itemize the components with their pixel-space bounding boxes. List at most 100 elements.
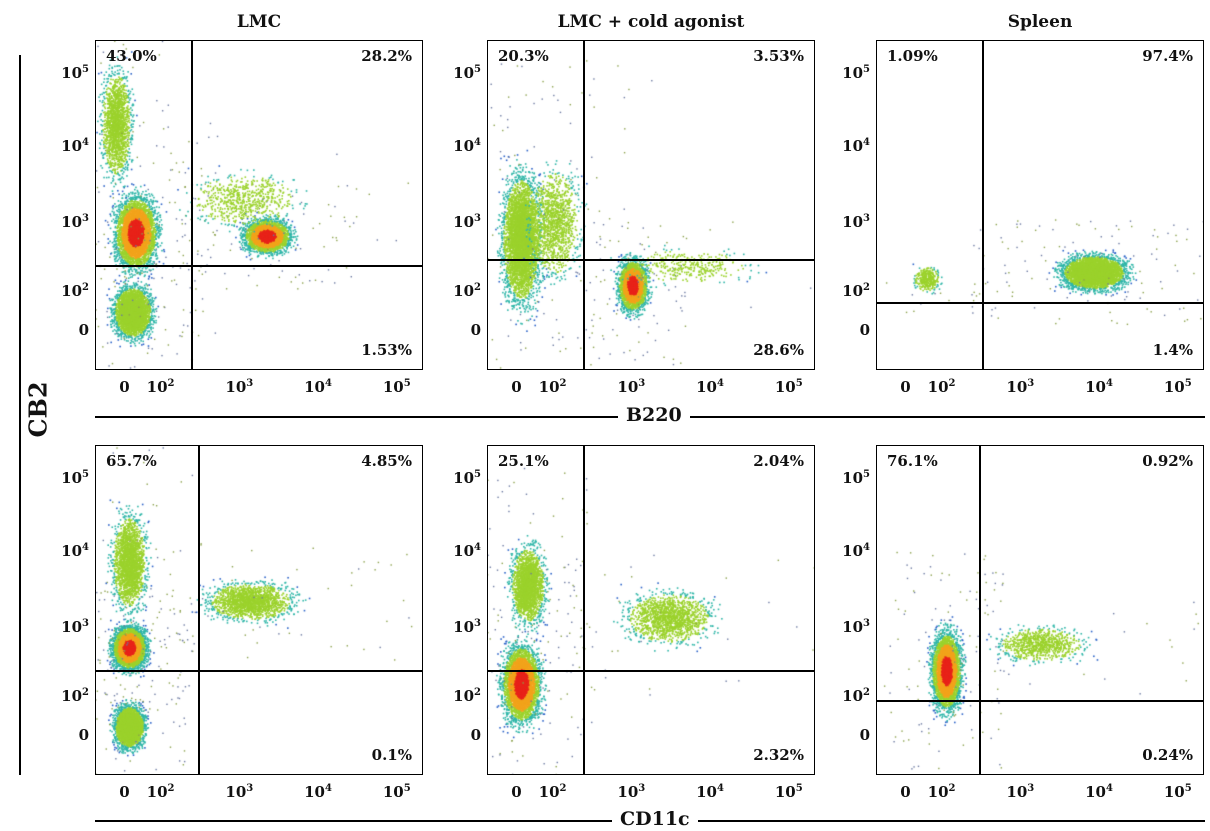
scatter-density-plot [488, 41, 814, 369]
x-tick-label: 0 [511, 783, 522, 801]
quadrant-percentage-ul: 65.7% [106, 452, 157, 470]
y-tick-label: 103 [842, 617, 870, 636]
quadrant-gate-vertical [583, 41, 586, 369]
x-axis-label-row-0: B220 [618, 404, 690, 426]
column-title-0: LMC [236, 12, 282, 32]
quadrant-gate-vertical [978, 446, 981, 774]
x-tick-label: 104 [1085, 783, 1113, 801]
column-title-2: Spleen [1007, 12, 1073, 32]
quadrant-percentage-lr: 0.24% [1142, 746, 1193, 764]
scatter-panel: 76.1% 0.92% 0.24% [876, 445, 1204, 775]
quadrant-gate-vertical [981, 41, 984, 369]
y-tick-label: 104 [453, 136, 481, 155]
y-tick-label: 102 [61, 281, 89, 300]
quadrant-gate-vertical [191, 41, 194, 369]
quadrant-percentage-ur: 0.92% [1142, 452, 1193, 470]
quadrant-gate-horizontal [96, 265, 422, 268]
y-tick-label: 104 [61, 136, 89, 155]
y-tick-label: 0 [470, 726, 481, 745]
x-tick-label: 104 [304, 783, 332, 801]
y-tick-label: 0 [470, 321, 481, 340]
y-tick-label: 105 [842, 469, 870, 487]
y-axis-label: CB2 [23, 381, 53, 438]
quadrant-percentage-lr: 0.1% [371, 746, 412, 764]
y-tick-label: 0 [859, 321, 870, 340]
x-tick-label: 104 [696, 378, 724, 396]
x-tick-label: 105 [382, 378, 411, 396]
x-tick-label: 104 [1085, 378, 1113, 396]
scatter-density-plot [877, 446, 1203, 774]
y-tick-label: 102 [453, 686, 481, 705]
scatter-panel: 20.3% 3.53% 28.6% [487, 40, 815, 370]
x-tick-label: 103 [1006, 378, 1035, 396]
quadrant-percentage-lr: 28.6% [753, 341, 804, 359]
y-tick-label: 104 [842, 541, 870, 560]
scatter-density-plot [877, 41, 1203, 369]
quadrant-percentage-ul: 20.3% [498, 47, 549, 65]
x-axis-label-row-1: CD11c [612, 808, 698, 830]
x-tick-label: 102 [927, 378, 956, 396]
x-tick-label: 102 [927, 783, 956, 801]
y-tick-label: 105 [61, 64, 89, 82]
x-tick-label: 0 [511, 378, 522, 396]
x-tick-label: 104 [696, 783, 724, 801]
quadrant-percentage-ul: 25.1% [498, 452, 549, 470]
y-tick-label: 103 [453, 617, 481, 636]
y-tick-label: 102 [842, 686, 870, 705]
x-tick-label: 102 [538, 783, 567, 801]
x-tick-label: 105 [774, 378, 803, 396]
quadrant-percentage-ul: 1.09% [887, 47, 938, 65]
x-tick-label: 105 [382, 783, 411, 801]
scatter-density-plot [96, 446, 422, 774]
scatter-panel: 65.7% 4.85% 0.1% [95, 445, 423, 775]
quadrant-percentage-ur: 4.85% [361, 452, 412, 470]
quadrant-gate-vertical [583, 446, 586, 774]
x-tick-label: 103 [617, 378, 646, 396]
quadrant-gate-horizontal [488, 258, 814, 261]
quadrant-percentage-ur: 28.2% [361, 47, 412, 65]
y-tick-label: 103 [842, 212, 870, 231]
scatter-panel: 43.0% 28.2% 1.53% [95, 40, 423, 370]
x-tick-label: 103 [225, 783, 254, 801]
quadrant-percentage-ur: 97.4% [1142, 47, 1193, 65]
x-tick-label: 102 [146, 783, 175, 801]
quadrant-percentage-ur: 3.53% [753, 47, 804, 65]
y-tick-label: 0 [859, 726, 870, 745]
y-tick-label: 105 [453, 64, 481, 82]
scatter-density-plot [96, 41, 422, 369]
quadrant-percentage-ur: 2.04% [753, 452, 804, 470]
quadrant-gate-horizontal [96, 670, 422, 673]
quadrant-gate-horizontal [877, 301, 1203, 304]
quadrant-gate-horizontal [488, 670, 814, 673]
y-tick-label: 105 [842, 64, 870, 82]
y-tick-label: 105 [61, 469, 89, 487]
y-tick-label: 102 [61, 686, 89, 705]
x-tick-label: 102 [538, 378, 567, 396]
column-title-1: LMC + cold agonist [557, 12, 745, 32]
x-tick-label: 105 [774, 783, 803, 801]
quadrant-percentage-lr: 1.53% [361, 341, 412, 359]
y-tick-label: 0 [78, 726, 89, 745]
y-tick-label: 102 [453, 281, 481, 300]
x-tick-label: 103 [225, 378, 254, 396]
y-tick-label: 102 [842, 281, 870, 300]
y-axis-line [19, 55, 21, 775]
quadrant-gate-horizontal [877, 700, 1203, 703]
x-tick-label: 0 [119, 783, 130, 801]
x-tick-label: 104 [304, 378, 332, 396]
y-tick-label: 0 [78, 321, 89, 340]
y-tick-label: 104 [61, 541, 89, 560]
x-tick-label: 105 [1163, 378, 1192, 396]
y-tick-label: 105 [453, 469, 481, 487]
x-tick-label: 0 [119, 378, 130, 396]
x-tick-label: 105 [1163, 783, 1192, 801]
y-tick-label: 103 [453, 212, 481, 231]
x-tick-label: 0 [900, 378, 911, 396]
quadrant-gate-vertical [197, 446, 200, 774]
quadrant-percentage-ul: 76.1% [887, 452, 938, 470]
scatter-panel: 1.09% 97.4% 1.4% [876, 40, 1204, 370]
x-tick-label: 0 [900, 783, 911, 801]
x-tick-label: 103 [1006, 783, 1035, 801]
scatter-density-plot [488, 446, 814, 774]
quadrant-percentage-lr: 2.32% [753, 746, 804, 764]
